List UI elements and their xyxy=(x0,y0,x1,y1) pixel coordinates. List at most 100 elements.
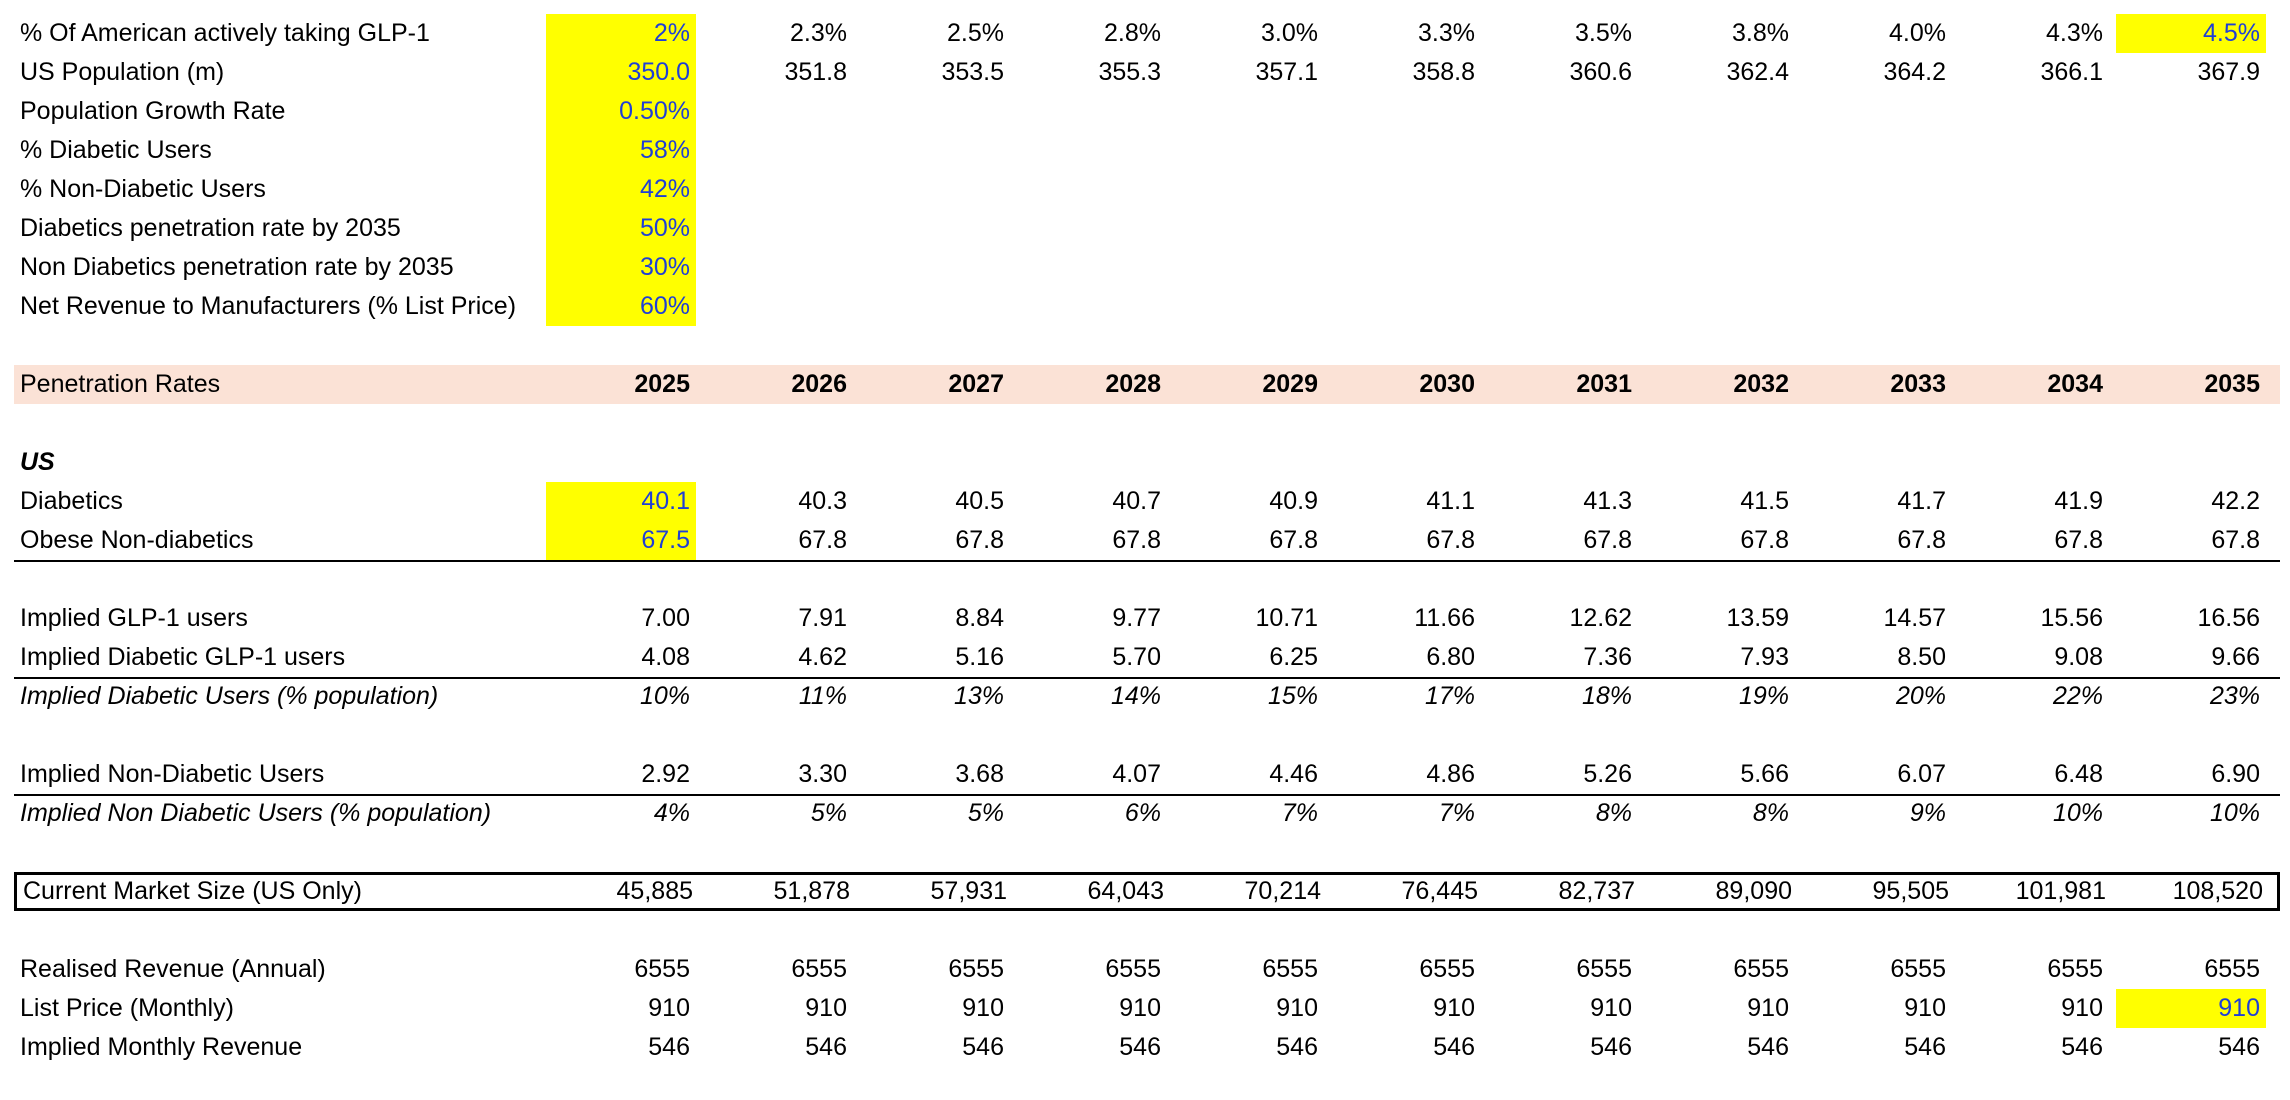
row-label[interactable]: US xyxy=(20,448,55,476)
value-cell[interactable]: 357.1 xyxy=(1255,58,1318,86)
year-header-cell[interactable]: 2028 xyxy=(1105,370,1161,398)
value-cell[interactable]: 7.36 xyxy=(1583,643,1632,671)
value-cell[interactable]: 64,043 xyxy=(1087,877,1164,905)
value-cell[interactable]: 95,505 xyxy=(1872,877,1949,905)
year-header-cell[interactable]: 2031 xyxy=(1576,370,1632,398)
value-cell[interactable]: 6555 xyxy=(791,955,847,983)
value-cell[interactable]: 366.1 xyxy=(2040,58,2103,86)
value-cell[interactable]: 14.57 xyxy=(1883,604,1946,632)
value-cell[interactable]: 67.8 xyxy=(2211,526,2260,554)
value-cell[interactable]: 6555 xyxy=(1733,955,1789,983)
value-cell[interactable]: 910 xyxy=(805,994,847,1022)
row-label[interactable]: Obese Non-diabetics xyxy=(20,526,254,554)
value-cell[interactable]: 355.3 xyxy=(1098,58,1161,86)
value-cell[interactable]: 40.3 xyxy=(798,487,847,515)
value-cell[interactable]: 67.8 xyxy=(1897,526,1946,554)
value-cell[interactable]: 5.70 xyxy=(1112,643,1161,671)
value-cell[interactable]: 910 xyxy=(1747,994,1789,1022)
value-cell[interactable]: 13.59 xyxy=(1726,604,1789,632)
value-cell[interactable]: 6555 xyxy=(948,955,1004,983)
value-cell[interactable]: 5.26 xyxy=(1583,760,1632,788)
row-label[interactable]: % Of American actively taking GLP-1 xyxy=(20,19,430,47)
value-cell[interactable]: 5% xyxy=(967,799,1004,827)
value-cell[interactable]: 546 xyxy=(1119,1033,1161,1061)
value-cell[interactable]: 6555 xyxy=(1576,955,1632,983)
value-cell[interactable]: 67.8 xyxy=(1269,526,1318,554)
value-cell[interactable]: 16.56 xyxy=(2197,604,2260,632)
value-cell[interactable]: 546 xyxy=(1904,1033,1946,1061)
year-header-cell[interactable]: 2030 xyxy=(1419,370,1475,398)
value-cell[interactable]: 4.0% xyxy=(1889,19,1946,47)
value-cell[interactable]: 42.2 xyxy=(2211,487,2260,515)
value-cell[interactable]: 0.50% xyxy=(546,92,696,131)
row-label[interactable] xyxy=(20,911,560,950)
value-cell[interactable]: 4.5% xyxy=(2116,14,2266,53)
value-cell[interactable]: 22% xyxy=(2052,682,2103,710)
value-cell[interactable]: 40.7 xyxy=(1112,487,1161,515)
row-label[interactable]: List Price (Monthly) xyxy=(20,994,234,1022)
value-cell[interactable]: 40.5 xyxy=(955,487,1004,515)
value-cell[interactable]: 546 xyxy=(1276,1033,1318,1061)
value-cell[interactable]: 4.86 xyxy=(1426,760,1475,788)
value-cell[interactable]: 4.07 xyxy=(1112,760,1161,788)
value-cell[interactable]: 8.50 xyxy=(1897,643,1946,671)
value-cell[interactable]: 108,520 xyxy=(2172,877,2263,905)
value-cell[interactable]: 13% xyxy=(953,682,1004,710)
value-cell[interactable]: 546 xyxy=(962,1033,1004,1061)
row-label[interactable]: Current Market Size (US Only) xyxy=(23,877,362,905)
value-cell[interactable]: 910 xyxy=(1276,994,1318,1022)
value-cell[interactable]: 42% xyxy=(546,170,696,209)
value-cell[interactable]: 10% xyxy=(639,682,690,710)
value-cell[interactable]: 351.8 xyxy=(784,58,847,86)
value-cell[interactable]: 67.8 xyxy=(1583,526,1632,554)
row-label[interactable] xyxy=(20,833,560,872)
row-label[interactable]: Implied Non Diabetic Users (% population… xyxy=(20,799,492,827)
value-cell[interactable]: 19% xyxy=(1738,682,1789,710)
year-header-cell[interactable]: 2027 xyxy=(948,370,1004,398)
value-cell[interactable]: 6555 xyxy=(2204,955,2260,983)
value-cell[interactable]: 546 xyxy=(1747,1033,1789,1061)
value-cell[interactable]: 6555 xyxy=(1262,955,1318,983)
value-cell[interactable]: 58% xyxy=(546,131,696,170)
value-cell[interactable]: 3.8% xyxy=(1732,19,1789,47)
value-cell[interactable]: 6555 xyxy=(1419,955,1475,983)
value-cell[interactable]: 6.07 xyxy=(1897,760,1946,788)
value-cell[interactable]: 10.71 xyxy=(1255,604,1318,632)
row-label[interactable]: Implied Non-Diabetic Users xyxy=(20,760,325,788)
value-cell[interactable]: 367.9 xyxy=(2197,58,2260,86)
value-cell[interactable]: 360.6 xyxy=(1569,58,1632,86)
row-label[interactable]: % Diabetic Users xyxy=(20,136,212,164)
value-cell[interactable]: 5.66 xyxy=(1740,760,1789,788)
value-cell[interactable]: 89,090 xyxy=(1715,877,1792,905)
year-header-cell[interactable]: 2034 xyxy=(2047,370,2103,398)
row-label[interactable]: Penetration Rates xyxy=(20,370,221,398)
value-cell[interactable]: 6.48 xyxy=(2054,760,2103,788)
value-cell[interactable]: 4.62 xyxy=(798,643,847,671)
value-cell[interactable]: 546 xyxy=(1433,1033,1475,1061)
value-cell[interactable]: 3.5% xyxy=(1575,19,1632,47)
value-cell[interactable]: 4.08 xyxy=(641,643,690,671)
value-cell[interactable]: 2.3% xyxy=(790,19,847,47)
value-cell[interactable]: 2.92 xyxy=(641,760,690,788)
value-cell[interactable]: 8% xyxy=(1595,799,1632,827)
value-cell[interactable]: 2.8% xyxy=(1104,19,1161,47)
value-cell[interactable]: 546 xyxy=(648,1033,690,1061)
value-cell[interactable]: 57,931 xyxy=(930,877,1007,905)
row-label[interactable]: Implied Diabetic GLP-1 users xyxy=(20,643,346,671)
value-cell[interactable]: 67.8 xyxy=(1112,526,1161,554)
row-label[interactable]: Net Revenue to Manufacturers (% List Pri… xyxy=(20,292,517,320)
value-cell[interactable]: 101,981 xyxy=(2015,877,2106,905)
value-cell[interactable]: 9.66 xyxy=(2211,643,2260,671)
value-cell[interactable]: 546 xyxy=(2061,1033,2103,1061)
value-cell[interactable]: 910 xyxy=(2061,994,2103,1022)
value-cell[interactable]: 11% xyxy=(798,682,847,710)
value-cell[interactable]: 12.62 xyxy=(1569,604,1632,632)
value-cell[interactable]: 17% xyxy=(1424,682,1475,710)
value-cell[interactable]: 67.8 xyxy=(1740,526,1789,554)
value-cell[interactable]: 7% xyxy=(1438,799,1475,827)
year-header-cell[interactable]: 2029 xyxy=(1262,370,1318,398)
value-cell[interactable]: 8% xyxy=(1752,799,1789,827)
value-cell[interactable]: 910 xyxy=(648,994,690,1022)
row-label[interactable]: US Population (m) xyxy=(20,58,225,86)
value-cell[interactable]: 18% xyxy=(1581,682,1632,710)
